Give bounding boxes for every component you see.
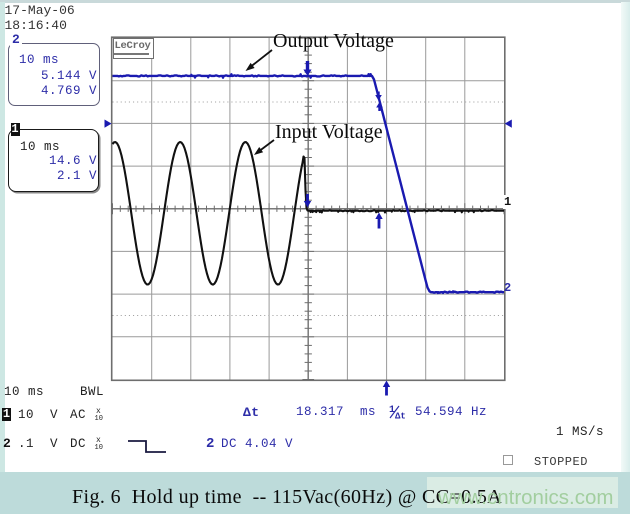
- svg-text:1: 1: [389, 405, 395, 416]
- svg-text:10: 10: [95, 415, 103, 422]
- svg-text:Δt: Δt: [395, 412, 406, 422]
- svg-text:x: x: [96, 407, 101, 416]
- svg-text:x: x: [96, 436, 101, 445]
- svg-text:10: 10: [95, 444, 103, 451]
